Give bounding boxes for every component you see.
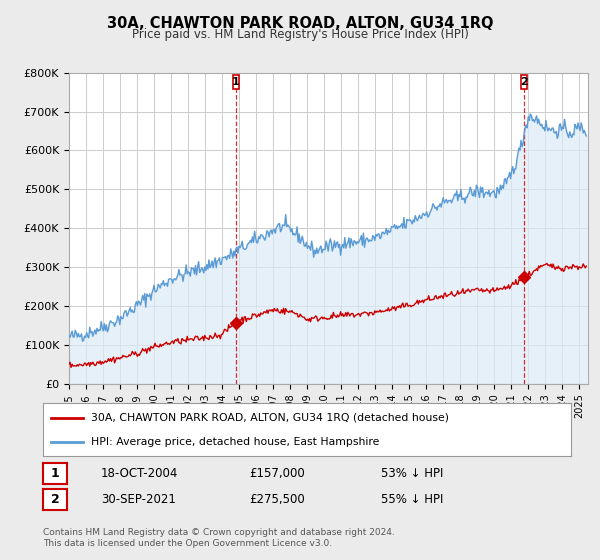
Text: 1: 1	[232, 77, 239, 87]
FancyBboxPatch shape	[233, 76, 239, 89]
Text: 53% ↓ HPI: 53% ↓ HPI	[381, 466, 443, 480]
Text: £157,000: £157,000	[249, 466, 305, 480]
Text: 55% ↓ HPI: 55% ↓ HPI	[381, 493, 443, 506]
Text: Price paid vs. HM Land Registry's House Price Index (HPI): Price paid vs. HM Land Registry's House …	[131, 28, 469, 41]
Text: 18-OCT-2004: 18-OCT-2004	[101, 466, 178, 480]
Text: 30-SEP-2021: 30-SEP-2021	[101, 493, 176, 506]
Text: 1: 1	[51, 466, 59, 480]
Text: HPI: Average price, detached house, East Hampshire: HPI: Average price, detached house, East…	[91, 437, 379, 447]
FancyBboxPatch shape	[521, 76, 527, 89]
Text: £275,500: £275,500	[249, 493, 305, 506]
Text: Contains HM Land Registry data © Crown copyright and database right 2024.
This d: Contains HM Land Registry data © Crown c…	[43, 528, 395, 548]
Text: 2: 2	[520, 77, 528, 87]
Text: 30A, CHAWTON PARK ROAD, ALTON, GU34 1RQ (detached house): 30A, CHAWTON PARK ROAD, ALTON, GU34 1RQ …	[91, 413, 449, 423]
Text: 30A, CHAWTON PARK ROAD, ALTON, GU34 1RQ: 30A, CHAWTON PARK ROAD, ALTON, GU34 1RQ	[107, 16, 493, 31]
Text: 2: 2	[51, 493, 59, 506]
